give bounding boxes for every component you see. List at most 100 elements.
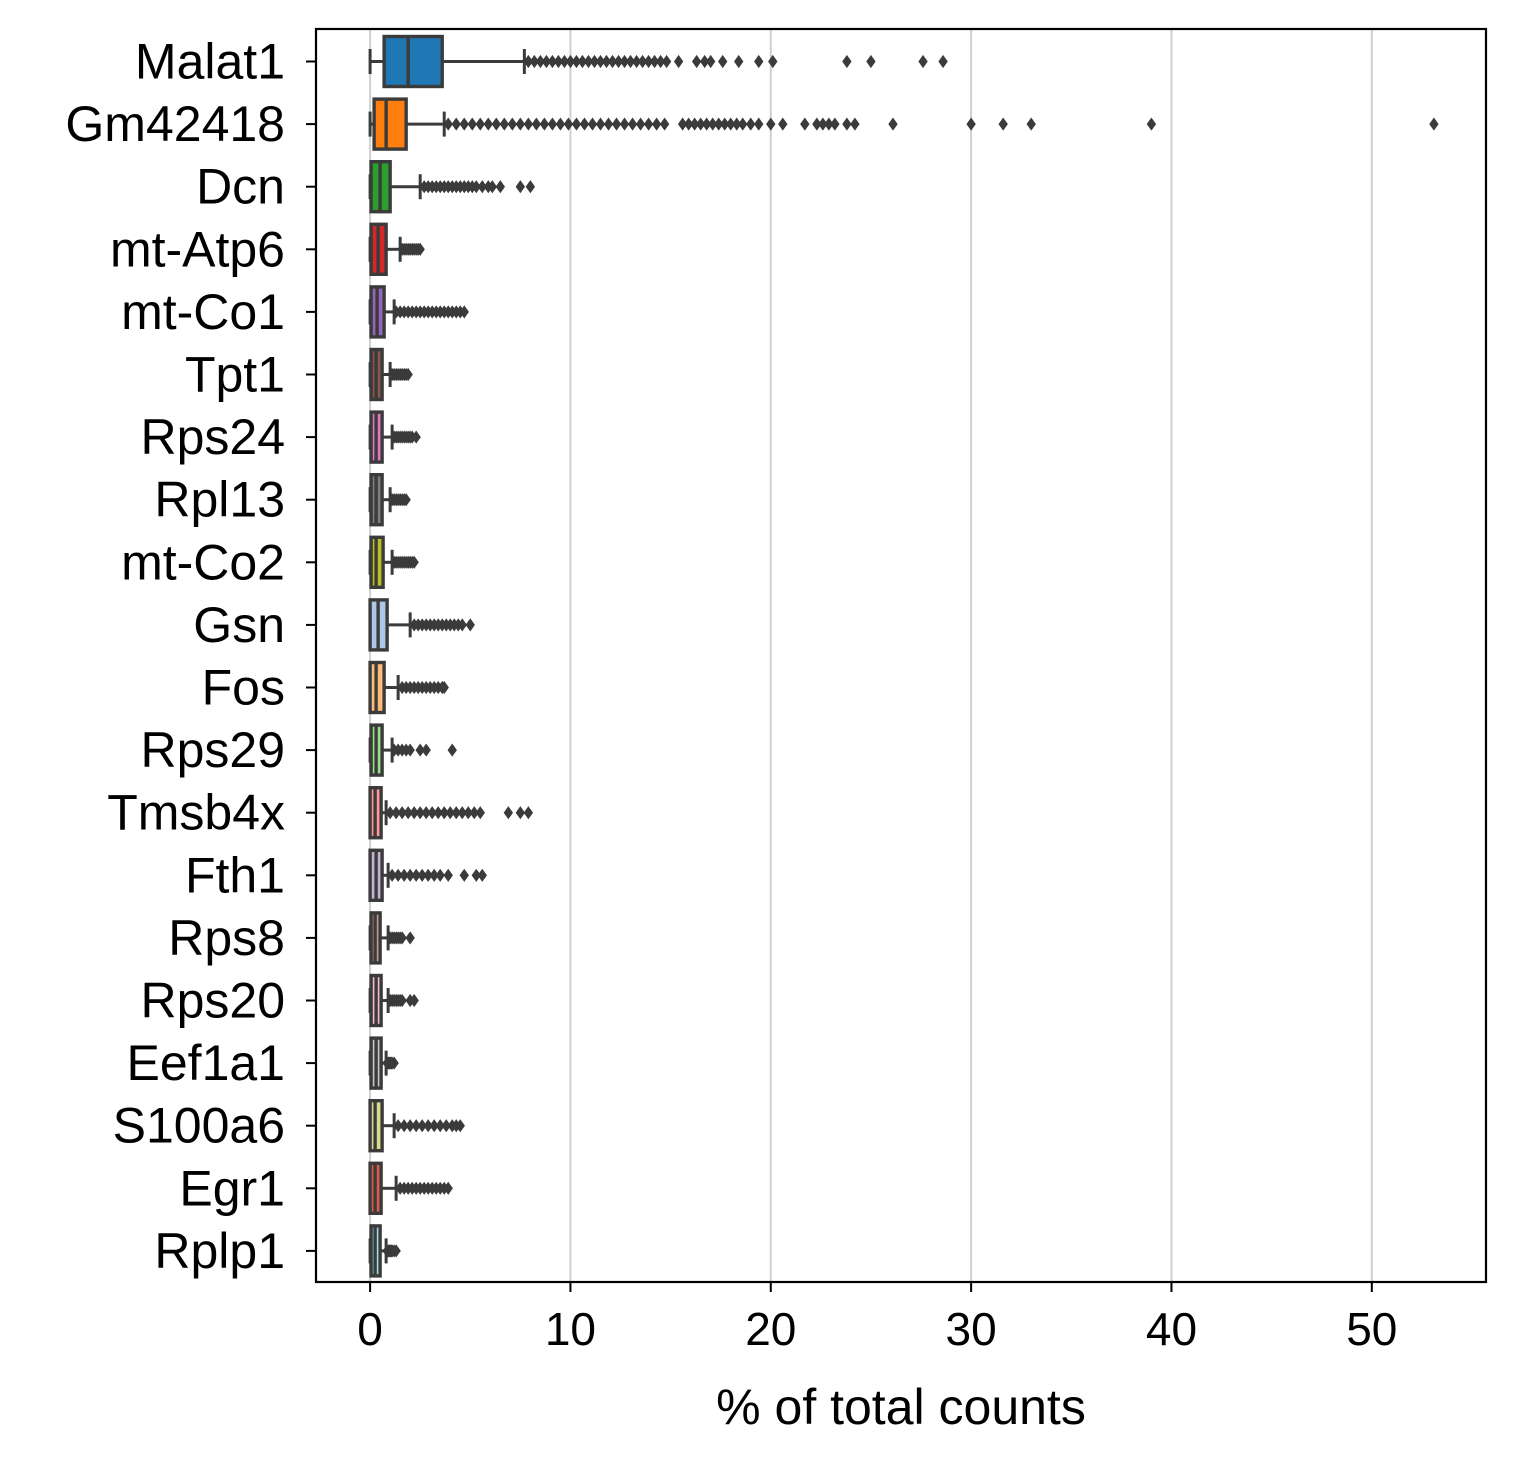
outlier-point — [627, 117, 638, 131]
outlier-point — [998, 117, 1008, 131]
outlier-point — [547, 117, 558, 131]
box-group-tpt1 — [368, 347, 413, 402]
y-tick-label: mt-Co2 — [121, 534, 285, 590]
outlier-point — [411, 430, 421, 444]
y-tick-label: Gsn — [193, 597, 285, 653]
box-group-mt-co1 — [368, 285, 469, 339]
box-group-malat1 — [368, 34, 948, 89]
outlier-point — [515, 806, 526, 820]
outlier-point — [415, 242, 425, 256]
outlier-point — [475, 806, 485, 820]
outlier-point — [507, 117, 518, 131]
outlier-point — [391, 1244, 401, 1258]
outlier-point — [459, 868, 469, 882]
box-group-egr1 — [368, 1161, 453, 1216]
outlier-point — [409, 993, 419, 1008]
outlier-point — [459, 305, 469, 319]
y-tick-label: Fth1 — [185, 847, 285, 903]
outlier-point — [635, 117, 646, 131]
outlier-point — [754, 117, 764, 131]
x-axis-label: % of total counts — [716, 1379, 1086, 1435]
outlier-point — [1146, 117, 1157, 131]
y-tick-label: Malat1 — [135, 34, 285, 90]
outlier-point — [611, 117, 622, 131]
box-group-fth1 — [368, 848, 487, 902]
outlier-point — [515, 180, 526, 194]
x-tick-label: 0 — [357, 1303, 383, 1355]
x-tick-label: 30 — [946, 1303, 997, 1355]
y-tick-label: Rps20 — [140, 973, 285, 1029]
outlier-point — [465, 618, 475, 632]
outlier-point — [766, 117, 776, 131]
y-tick-label: Fos — [202, 660, 285, 716]
y-tick-label: mt-Co1 — [121, 284, 285, 340]
outlier-point — [673, 54, 684, 69]
outlier-point — [397, 993, 407, 1008]
box-group-rps24 — [368, 410, 421, 464]
box-group-fos — [368, 660, 449, 715]
y-tick-label: Rps8 — [168, 910, 285, 966]
y-tick-label: Eef1a1 — [127, 1035, 285, 1091]
outlier-point — [643, 117, 654, 131]
outlier-point — [734, 54, 744, 69]
outlier-point — [405, 931, 415, 945]
outlier-point — [389, 1056, 399, 1070]
outlier-point — [579, 117, 590, 131]
outlier-point — [603, 117, 614, 131]
y-tick-label: Tmsb4x — [107, 785, 285, 841]
outlier-point — [447, 743, 457, 757]
outlier-point — [571, 117, 582, 131]
outlier-point — [754, 54, 764, 69]
box-group-rps29 — [368, 723, 457, 777]
outlier-point — [866, 54, 876, 69]
x-tick-label: 20 — [745, 1303, 796, 1355]
outlier-point — [483, 117, 493, 131]
x-tick-label: 40 — [1146, 1303, 1197, 1355]
outlier-point — [523, 806, 534, 820]
box-group-mt-atp6 — [368, 222, 425, 277]
outlier-point — [842, 117, 852, 131]
outlier-point — [619, 117, 630, 131]
y-tick-label: Rpl13 — [154, 472, 285, 528]
outlier-point — [738, 117, 748, 131]
outlier-point — [705, 54, 716, 69]
box-group-gm42418 — [368, 97, 1439, 151]
box-group-gsn — [368, 598, 475, 652]
outlier-point — [499, 117, 510, 131]
outlier-point — [401, 493, 411, 507]
outlier-point — [515, 117, 526, 131]
box-iqr — [382, 34, 444, 89]
box-group-rps20 — [368, 973, 419, 1028]
box-group-mt-co2 — [368, 535, 419, 589]
outlier-point — [595, 117, 606, 131]
y-tick-label: Dcn — [196, 159, 285, 215]
outlier-point — [409, 555, 419, 569]
box-group-rplp1 — [368, 1224, 401, 1278]
outlier-point — [491, 117, 501, 131]
outlier-point — [587, 117, 598, 131]
outlier-point — [459, 117, 469, 131]
outlier-point — [830, 117, 840, 131]
plot-frame — [314, 27, 1488, 1284]
box-iqr — [372, 97, 408, 151]
box-group-rps8 — [368, 911, 415, 965]
outlier-point — [1026, 117, 1036, 131]
outlier-point — [403, 367, 413, 382]
box-group-s100a6 — [368, 1098, 465, 1153]
x-tick-label: 50 — [1346, 1303, 1397, 1355]
outlier-point — [443, 868, 453, 882]
box-series — [368, 34, 1439, 1278]
outlier-point — [800, 117, 810, 131]
outlier-point — [467, 117, 477, 131]
outlier-point — [718, 54, 728, 69]
outlier-point — [768, 54, 778, 69]
outlier-point — [938, 54, 948, 69]
outlier-point — [455, 1119, 465, 1133]
y-tick-label: Rps29 — [140, 722, 285, 778]
box-group-dcn — [368, 159, 536, 214]
outlier-point — [888, 117, 898, 131]
outlier-point — [443, 1181, 453, 1195]
outlier-point — [439, 680, 449, 695]
outlier-point — [651, 117, 662, 131]
